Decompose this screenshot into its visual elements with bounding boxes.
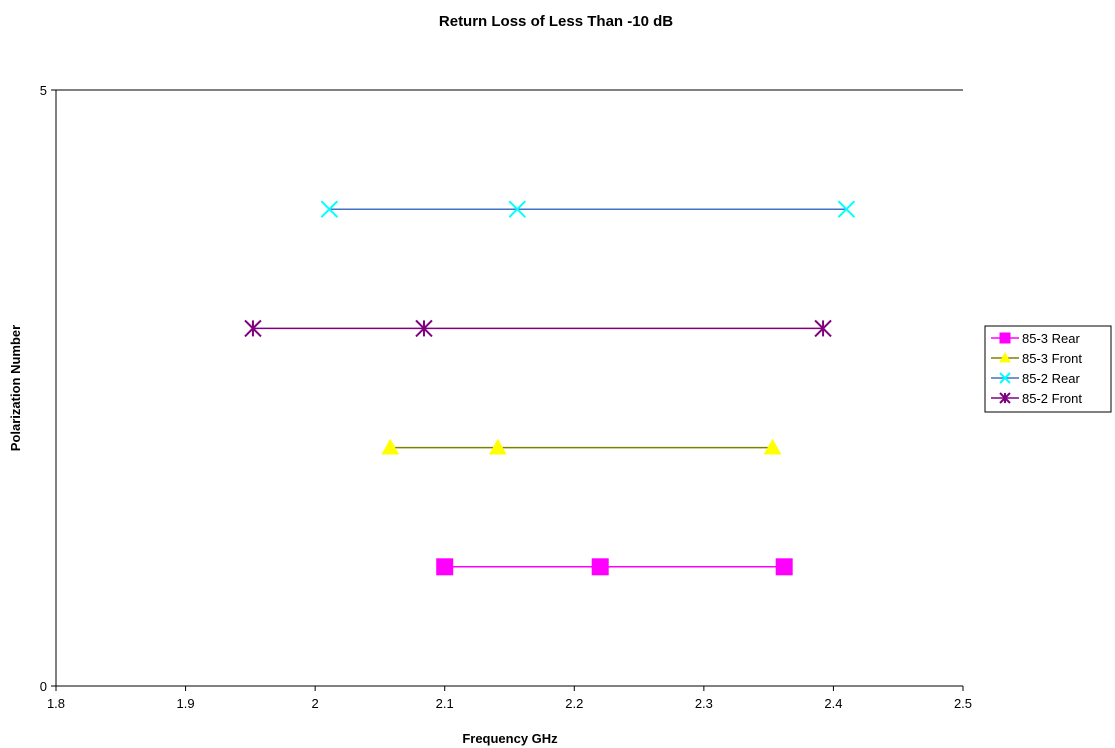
chart-title: Return Loss of Less Than -10 dB xyxy=(439,13,673,30)
legend-label: 85-3 Front xyxy=(1022,351,1082,366)
data-point xyxy=(775,558,793,576)
y-axis-label: Polarization Number xyxy=(8,325,23,451)
x-tick-label: 2.3 xyxy=(695,696,713,711)
x-tick-label: 1.8 xyxy=(47,696,65,711)
data-point xyxy=(436,558,454,576)
plot-area: 1.8 1.9 2 2.1 2.2 2.3 2.4 2.5 0 5 xyxy=(40,83,972,711)
data-point xyxy=(814,319,832,338)
data-point xyxy=(591,558,609,576)
x-tick-label: 1.9 xyxy=(177,696,195,711)
x-tick-label: 2.2 xyxy=(565,696,583,711)
x-tick-label: 2.5 xyxy=(954,696,972,711)
y-tick-label: 0 xyxy=(40,679,47,694)
x-tick-label: 2 xyxy=(312,696,319,711)
data-point xyxy=(508,200,526,218)
data-point xyxy=(837,200,856,218)
x-tick-label: 2.1 xyxy=(436,696,454,711)
data-point xyxy=(415,319,433,338)
x-axis-label: Frequency GHz xyxy=(462,731,558,746)
legend-marker xyxy=(999,351,1011,363)
data-point xyxy=(763,438,782,455)
x-tick-label: 2.4 xyxy=(824,696,842,711)
data-point xyxy=(381,438,400,455)
y-tick-label: 5 xyxy=(40,83,47,98)
legend-marker xyxy=(999,332,1011,344)
legend: 85-3 Rear 85-3 Front 85-2 Rear 85-2 Front xyxy=(984,325,1112,413)
legend-marker xyxy=(999,372,1011,384)
legend-label: 85-2 Front xyxy=(1022,391,1082,406)
legend-marker xyxy=(999,392,1011,404)
data-point xyxy=(244,319,262,338)
legend-label: 85-2 Rear xyxy=(1022,371,1080,386)
data-point xyxy=(488,438,507,455)
legend-label: 85-3 Rear xyxy=(1022,331,1080,346)
data-point xyxy=(320,200,339,218)
